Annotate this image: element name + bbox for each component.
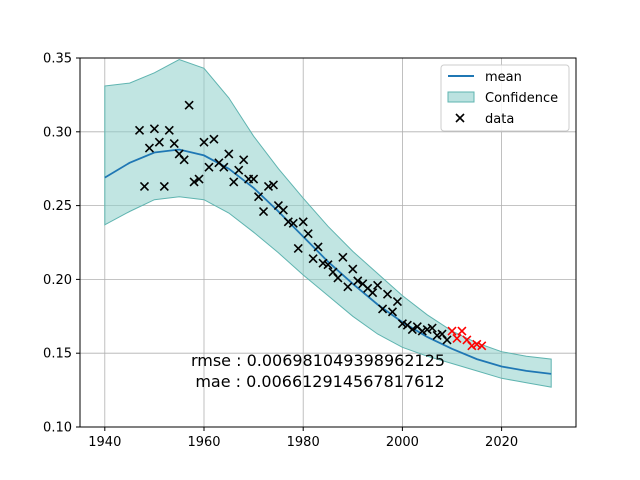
data-point xyxy=(204,162,214,172)
mae-annotation: mae : 0.006612914567817612 xyxy=(195,372,444,391)
x-tick-label: 2000 xyxy=(386,435,419,450)
test-point xyxy=(457,326,467,336)
data-point xyxy=(258,206,269,217)
data-point xyxy=(239,155,249,165)
data-point xyxy=(189,177,199,187)
data-point xyxy=(159,181,169,191)
data-point xyxy=(288,218,298,228)
data-point xyxy=(219,162,229,172)
data-point xyxy=(348,264,358,274)
data-point xyxy=(139,181,150,191)
y-tick-label: 0.25 xyxy=(43,199,72,214)
test-point xyxy=(477,341,487,351)
data-point xyxy=(442,335,452,345)
data-point xyxy=(149,124,159,134)
data-point xyxy=(382,289,393,299)
data-point xyxy=(154,137,164,147)
legend-data-marker xyxy=(455,113,465,123)
x-tick-label: 1980 xyxy=(287,435,320,450)
axes-frame xyxy=(79,57,577,428)
x-tick-label: 1960 xyxy=(187,435,220,450)
legend: mean Confidence data xyxy=(440,64,570,132)
data-points xyxy=(134,100,452,345)
legend-confidence-swatch xyxy=(447,91,475,103)
y-tick-label: 0.15 xyxy=(43,347,72,362)
data-point xyxy=(368,288,378,298)
data-point xyxy=(343,282,353,292)
data-point xyxy=(253,192,264,202)
data-point xyxy=(169,139,179,149)
data-point xyxy=(338,252,348,262)
data-point xyxy=(298,217,308,227)
data-point xyxy=(229,177,239,187)
y-tick-label: 0.35 xyxy=(43,52,72,67)
data-point xyxy=(278,205,288,215)
test-points xyxy=(447,326,487,351)
data-point xyxy=(373,280,383,290)
data-point xyxy=(293,243,303,253)
data-point xyxy=(164,125,174,135)
data-point xyxy=(313,242,323,252)
y-tick-label: 0.20 xyxy=(43,273,72,288)
data-point xyxy=(179,155,189,165)
data-point xyxy=(134,125,145,135)
data-point xyxy=(333,273,343,283)
rmse-annotation: rmse : 0.006981049398962125 xyxy=(191,351,445,370)
data-point xyxy=(392,296,403,307)
y-tick-label: 0.10 xyxy=(43,421,72,436)
data-point xyxy=(323,260,333,270)
data-point xyxy=(144,143,155,153)
x-tick-label: 1940 xyxy=(88,435,121,450)
x-tick-label: 2020 xyxy=(485,435,518,450)
mean-series-line xyxy=(104,148,552,375)
axis-ticks: 1940 1960 1980 2000 2020 0.10 0.15 0.20 0.25 0.30… xyxy=(43,52,518,451)
data-point xyxy=(184,100,194,110)
data-point xyxy=(353,276,363,286)
legend-data-label: data xyxy=(485,112,514,127)
mean-line xyxy=(104,148,552,375)
data-point xyxy=(268,180,279,190)
data-point xyxy=(427,323,437,333)
data-point xyxy=(224,149,234,159)
legend-mean-label: mean xyxy=(485,70,522,85)
data-point xyxy=(249,174,259,184)
data-point xyxy=(387,307,398,317)
data-point xyxy=(194,174,204,184)
data-point xyxy=(209,134,219,144)
annotation-block: rmse : 0.006981049398962125 mae : 0.0066… xyxy=(191,351,445,391)
y-tick-label: 0.30 xyxy=(43,125,72,140)
test-point xyxy=(452,333,462,344)
data-point xyxy=(308,254,318,264)
data-point xyxy=(234,165,244,175)
data-point xyxy=(407,325,417,335)
data-point xyxy=(303,229,313,239)
data-point xyxy=(377,304,388,314)
data-point xyxy=(199,137,209,147)
legend-confidence-label: Confidence xyxy=(485,91,558,106)
legend-frame xyxy=(440,64,570,132)
test-point xyxy=(447,326,457,336)
